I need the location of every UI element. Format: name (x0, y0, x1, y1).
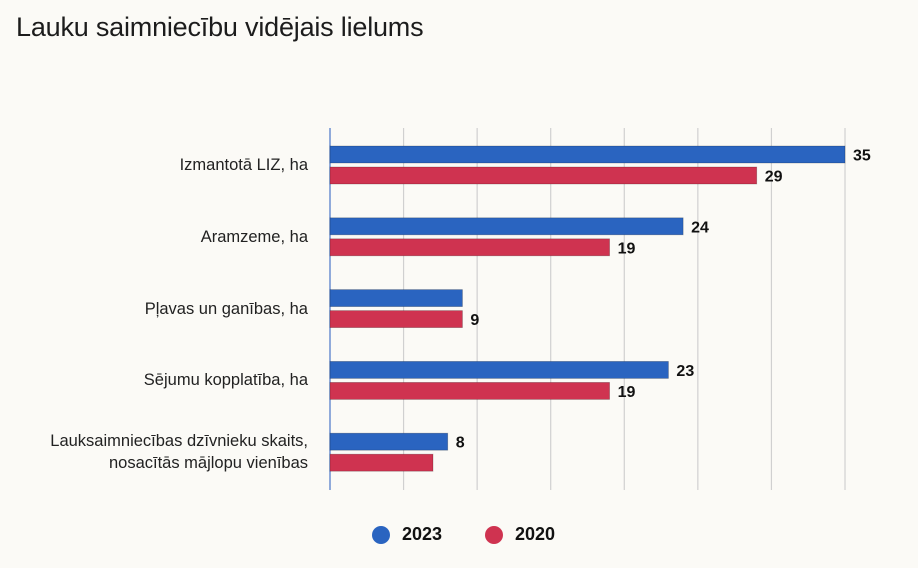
bar-2023-1 (329, 217, 684, 236)
bar-2020-0 (329, 166, 758, 185)
data-label-2023-1: 24 (691, 219, 709, 236)
legend-label-2023: 2023 (402, 524, 443, 544)
bar-2020-2 (329, 310, 463, 329)
data-label-2020-3: 19 (618, 384, 636, 401)
category-label: Sējumu kopplatība, ha (8, 369, 308, 391)
legend-item-2020[interactable]: 2020 (485, 524, 555, 545)
bar-2023-0 (329, 145, 846, 164)
bar-2020-1 (329, 238, 610, 257)
category-label-line: Izmantotā LIZ, ha (179, 156, 308, 174)
category-label: Pļavas un ganības, ha (8, 298, 308, 320)
category-label: Aramzeme, ha (8, 226, 308, 248)
data-label-2020-2: 9 (470, 312, 479, 329)
category-label-line: Lauksaimniecības dzīvnieku skaits, (50, 432, 308, 451)
category-label-line: Pļavas un ganības, ha (144, 299, 308, 318)
bar-2023-4 (329, 432, 449, 451)
category-label-line: nosacītās mājlopu vienības (108, 454, 308, 473)
category-label-line: Aramzeme, ha (200, 227, 308, 246)
bar-2020-4 (329, 453, 434, 472)
category-label-line: Sējumu kopplatība, ha (143, 371, 308, 390)
chart-title: Lauku saimniecību vidējais lielums (16, 12, 424, 42)
category-label: Lauksaimniecības dzīvnieku skaits, nosacī… (8, 430, 308, 474)
data-label-2023-4: 8 (456, 435, 465, 452)
data-label-2020-1: 19 (618, 240, 636, 257)
legend: 2023 2020 (0, 524, 918, 550)
bar-2023-3 (329, 360, 669, 379)
legend-dot-2020-icon (485, 525, 503, 544)
data-label-2020-0: 29 (765, 169, 783, 186)
legend-label-2020: 2020 (515, 524, 556, 544)
category-label: Izmantotā LIZ, ha (8, 154, 308, 176)
bar-2023-2 (329, 289, 463, 308)
bar-2020-3 (329, 381, 610, 400)
legend-dot-2023-icon (372, 525, 390, 544)
data-label-2023-0: 35 (853, 148, 871, 165)
legend-item-2023[interactable]: 2023 (372, 524, 442, 545)
data-label-2023-3: 23 (676, 363, 694, 380)
